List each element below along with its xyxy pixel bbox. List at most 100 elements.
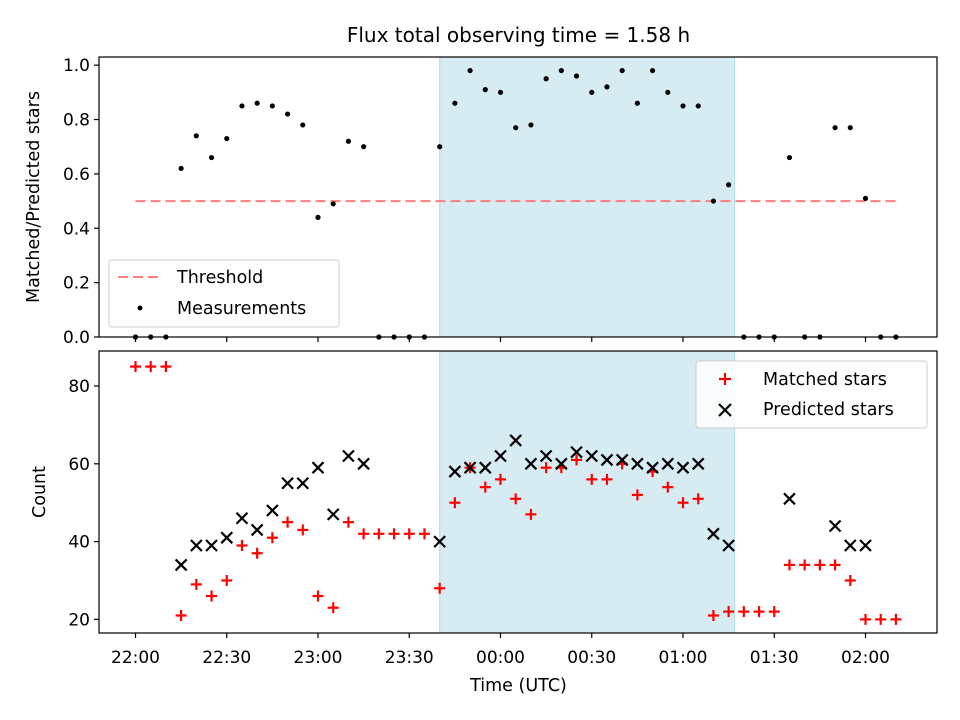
- matched-point: [601, 473, 613, 485]
- predicted-point: [707, 527, 720, 541]
- top-legend: Threshold Measurements: [108, 259, 340, 328]
- predicted-point: [555, 457, 568, 471]
- matched-point: [388, 528, 400, 540]
- top-y-tick-label: 0.4: [63, 219, 90, 239]
- top-y-tick-label: 0.2: [63, 274, 90, 294]
- matched-point: [403, 528, 415, 540]
- predicted-point: [722, 539, 735, 552]
- bottom-y-tick-label: 20: [68, 610, 90, 630]
- measurement-point: [315, 214, 321, 220]
- measurement-point: [497, 89, 504, 95]
- x-tick-label: 02:00: [841, 648, 890, 668]
- measurement-point: [178, 165, 184, 172]
- matched-point: [145, 361, 157, 373]
- matched-point: [175, 609, 187, 621]
- x-tick-label: 23:30: [385, 648, 434, 668]
- matched-point: [586, 473, 598, 485]
- top-y-tick-label: 0.6: [63, 165, 90, 185]
- matched-points: [130, 361, 902, 625]
- matched-point: [327, 602, 339, 614]
- measurement-point: [573, 73, 580, 79]
- predicted-point: [463, 461, 477, 474]
- matched-point: [479, 481, 491, 493]
- predicted-point: [433, 535, 446, 548]
- measurement-point: [619, 67, 625, 74]
- predicted-point: [296, 476, 310, 490]
- matched-point: [783, 559, 795, 571]
- matched-point: [844, 574, 856, 586]
- legend-measurements-label: Measurements: [177, 299, 306, 319]
- top-plot-frame: [98, 56, 938, 338]
- measurement-point: [254, 100, 260, 106]
- measurement-point: [710, 198, 717, 204]
- predicted-point: [646, 461, 659, 474]
- top-y-axis-label: Matched/Predicted stars: [24, 91, 44, 303]
- predicted-point: [448, 465, 462, 478]
- matched-point: [814, 559, 826, 571]
- predicted-point: [539, 449, 553, 463]
- matched-point: [692, 493, 704, 505]
- predicted-point: [631, 457, 644, 471]
- measurement-point: [543, 76, 549, 82]
- matched-point: [373, 528, 385, 540]
- matched-point: [236, 539, 248, 551]
- bottom-y-tick-label: 40: [68, 533, 90, 553]
- matched-point: [358, 528, 370, 540]
- bottom-panel: 20 40 60 80 22:00 22:30 23:00 23:30 00:00 00:30 0…: [30, 350, 938, 696]
- measurement-point: [862, 195, 869, 201]
- predicted-point: [585, 449, 599, 463]
- matched-point: [190, 578, 202, 590]
- measurement-point: [345, 138, 352, 144]
- x-tick-label: 01:30: [750, 648, 799, 668]
- matched-point: [723, 606, 735, 618]
- matched-point: [860, 613, 871, 625]
- matched-point: [768, 606, 780, 618]
- top-x-ticks: [134, 337, 867, 342]
- bottom-legend-box: [695, 360, 928, 429]
- measurement-point: [832, 125, 838, 131]
- matched-point: [875, 613, 887, 625]
- matched-point: [571, 454, 583, 466]
- matched-point: [662, 481, 674, 493]
- predicted-point: [859, 539, 872, 552]
- predicted-point: [326, 508, 340, 521]
- measurement-point: [193, 133, 199, 139]
- legend-predicted-swatch: [718, 403, 732, 417]
- predicted-point: [494, 449, 507, 463]
- predicted-point: [281, 476, 294, 490]
- matched-point: [434, 582, 446, 594]
- x-axis-label: Time (UTC): [469, 676, 567, 696]
- measurement-point: [634, 100, 640, 106]
- matched-point: [525, 508, 537, 520]
- predicted-point: [509, 434, 522, 447]
- matched-point: [130, 361, 141, 373]
- measurement-point: [482, 87, 488, 93]
- matched-point: [221, 574, 233, 586]
- bottom-x-axis: 22:00 22:30 23:00 23:30 00:00 00:30 01:00 01:30…: [111, 633, 890, 668]
- matched-point: [707, 609, 719, 621]
- predicted-point: [250, 523, 264, 537]
- predicted-point: [205, 539, 218, 552]
- predicted-point: [783, 492, 796, 506]
- matched-point: [829, 559, 841, 571]
- measurement-point: [680, 103, 686, 109]
- predicted-point: [311, 461, 325, 474]
- measurement-point: [300, 122, 306, 128]
- measurement-point: [269, 103, 275, 109]
- predicted-point: [174, 558, 188, 572]
- predicted-point: [570, 445, 583, 459]
- top-legend-box: [108, 259, 340, 328]
- matched-point: [206, 590, 218, 602]
- predicted-point: [828, 519, 842, 533]
- matched-point: [677, 497, 689, 509]
- legend-matched-swatch: [719, 373, 731, 385]
- bottom-highlight-span: [439, 350, 736, 634]
- measurement-point: [330, 201, 336, 207]
- predicted-points: [174, 434, 872, 572]
- measurement-point: [665, 89, 671, 95]
- top-y-tick-label: 0.8: [63, 111, 90, 131]
- measurement-point: [208, 154, 215, 161]
- top-y-tick-label: 1.0: [63, 56, 90, 76]
- predicted-point: [691, 457, 705, 471]
- matched-point: [890, 613, 902, 625]
